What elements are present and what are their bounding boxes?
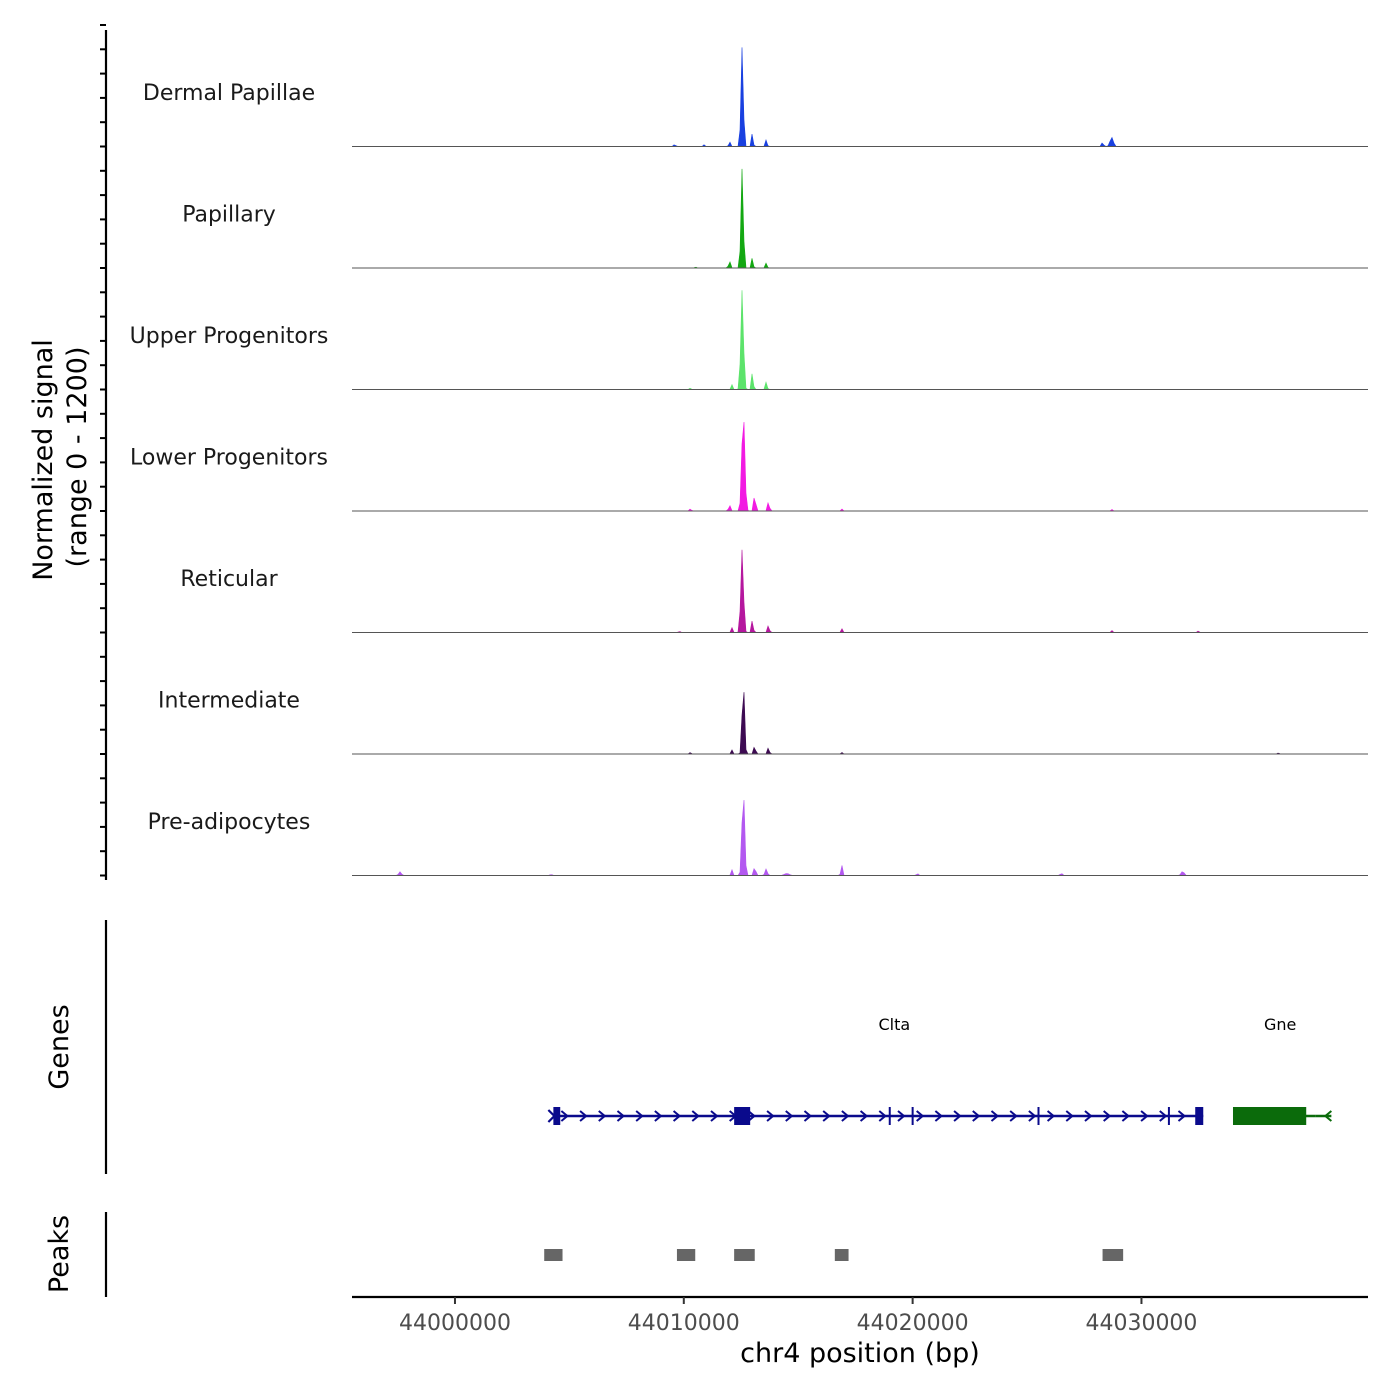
x-tick-label: 44010000 [628, 1311, 740, 1336]
x-tick-label: 44000000 [399, 1311, 511, 1336]
strand-arrow [916, 1110, 925, 1122]
strand-arrow [1103, 1110, 1112, 1122]
strand-arrow [1140, 1110, 1149, 1122]
strand-arrow [1159, 1110, 1168, 1122]
peaks-panel-label: Peaks [44, 1215, 75, 1293]
strand-arrow [1121, 1110, 1130, 1122]
peak-regions [544, 1249, 1124, 1261]
exon [1232, 1107, 1307, 1125]
peak-region [1102, 1249, 1124, 1261]
y-axis-range: (range 0 - 1200) [62, 347, 93, 568]
strand-arrow [635, 1110, 644, 1122]
strand-arrow [710, 1110, 719, 1122]
strand-arrow [841, 1110, 850, 1122]
gene-label: Gne [1264, 1015, 1296, 1034]
track-6: Pre-adipocytes [148, 799, 1368, 876]
track-4: Reticular [180, 549, 1368, 633]
track-label: Dermal Papillae [143, 81, 315, 106]
strand-arrow [766, 1110, 775, 1122]
x-tick-label: 44020000 [857, 1311, 969, 1336]
gene-gne: Gne [1232, 1015, 1333, 1125]
strand-arrow [822, 1110, 831, 1122]
strand-arrow [1323, 1110, 1333, 1122]
peak-region [734, 1249, 755, 1261]
track-5: Intermediate [158, 689, 1368, 755]
signal-area [352, 692, 1368, 755]
strand-arrow [616, 1110, 626, 1122]
strand-arrow [934, 1110, 943, 1122]
strand-arrow [654, 1110, 663, 1122]
strand-arrow [691, 1110, 700, 1122]
peak-region [834, 1249, 849, 1261]
y-axis-title: Normalized signal [28, 339, 59, 581]
strand-arrow [878, 1110, 887, 1122]
strand-arrow [990, 1110, 1000, 1122]
x-axis: 44000000 44010000 44020000 44030000 [352, 1295, 1368, 1336]
strand-arrow [560, 1110, 569, 1122]
x-axis-title: chr4 position (bp) [740, 1338, 980, 1369]
strand-arrow [1028, 1110, 1037, 1122]
track-label: Upper Progenitors [130, 324, 329, 349]
strand-arrow [897, 1110, 906, 1122]
strand-arrow [672, 1110, 682, 1122]
strand-arrow [859, 1110, 869, 1122]
track-label: Pre-adipocytes [148, 810, 311, 835]
strand-arrow [972, 1110, 981, 1122]
track-2: Upper Progenitors [130, 290, 1368, 390]
exon [734, 1107, 751, 1125]
signal-area [352, 799, 1368, 876]
signal-area [352, 290, 1368, 390]
signal-area [352, 421, 1368, 512]
track-label: Reticular [180, 567, 278, 592]
genes-panel-label: Genes [44, 1004, 75, 1089]
peak-region [544, 1249, 563, 1261]
track-0: Dermal Papillae [143, 47, 1368, 147]
track-label: Lower Progenitors [130, 446, 328, 471]
gene-clta: Clta [547, 1015, 1204, 1125]
signal-area [352, 168, 1368, 269]
strand-arrow [785, 1110, 794, 1122]
peak-region [676, 1249, 696, 1261]
track-label: Papillary [182, 203, 276, 228]
strand-arrow [803, 1110, 813, 1122]
strand-arrow [1084, 1110, 1093, 1122]
coverage-tracks: Dermal Papillae Papillary Upper Progenitor… [130, 47, 1368, 876]
strand-arrow [598, 1110, 607, 1122]
signal-area [352, 549, 1368, 633]
exon [1195, 1107, 1204, 1125]
strand-arrow [747, 1110, 756, 1122]
strand-arrow [1046, 1110, 1056, 1122]
strand-arrow [1177, 1110, 1187, 1122]
gene-annotations: Clta Gne [547, 1015, 1333, 1125]
strand-arrow [953, 1110, 962, 1122]
coverage-y-axis [100, 24, 108, 880]
signal-area [352, 47, 1368, 147]
track-1: Papillary [182, 168, 1368, 269]
x-tick-label: 44030000 [1085, 1311, 1197, 1336]
strand-arrow [1009, 1110, 1018, 1122]
strand-arrow [1065, 1110, 1074, 1122]
gene-label: Clta [878, 1015, 910, 1034]
track-3: Lower Progenitors [130, 421, 1368, 512]
track-label: Intermediate [158, 689, 300, 714]
exon [553, 1107, 561, 1125]
strand-arrow [579, 1110, 588, 1122]
